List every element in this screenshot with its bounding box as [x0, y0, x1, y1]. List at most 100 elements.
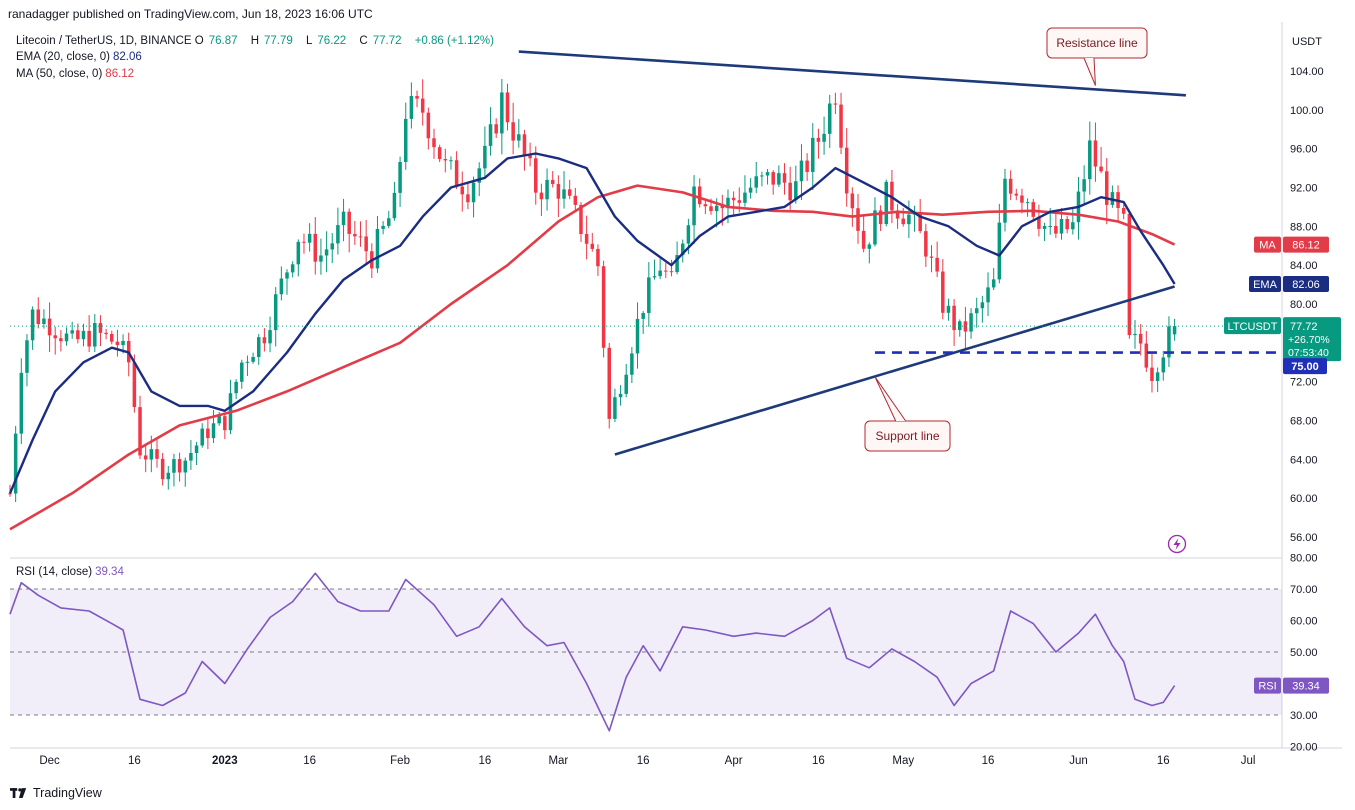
- candle-body: [42, 318, 46, 325]
- candle-body: [177, 459, 182, 473]
- candle-body: [483, 145, 487, 169]
- bar-countdown: 07:53:40: [1288, 347, 1329, 359]
- candle-body: [731, 197, 736, 201]
- rsi-line: [9, 572, 1176, 732]
- ma-badge-label: MA: [1259, 240, 1276, 252]
- candle-body: [160, 458, 165, 480]
- candle-body: [534, 158, 538, 193]
- level-badge-bg: [1283, 358, 1327, 375]
- symbol-badge-text: LTCUSDT: [1228, 321, 1278, 333]
- ma-axis-badge[interactable]: MA 86.12: [1254, 236, 1329, 253]
- candle-body: [81, 330, 86, 340]
- candle-body: [381, 225, 385, 229]
- rsi-badge-value: 39.34: [1292, 681, 1320, 693]
- candle-body: [613, 397, 617, 419]
- candle-body: [398, 161, 402, 193]
- candle-body: [155, 449, 159, 459]
- candle-body: [737, 200, 742, 203]
- candle-body: [714, 205, 719, 212]
- candle-body: [528, 155, 532, 159]
- support-annotation-pointer: [874, 376, 907, 422]
- candle-body: [680, 243, 685, 256]
- candle-body: [624, 374, 628, 394]
- candle-body: [64, 333, 69, 342]
- candle-body: [692, 186, 696, 226]
- candle-body: [217, 416, 221, 424]
- candle-body: [658, 270, 662, 277]
- candle-body: [822, 133, 826, 142]
- support-trendline[interactable]: [614, 285, 1175, 456]
- candle-body: [1172, 326, 1177, 335]
- resistance-annotation[interactable]: Resistance line: [1046, 27, 1148, 86]
- price-chart[interactable]: Resistance line Support line USDT 104.00 10…: [0, 0, 1355, 780]
- ema-legend-value: 82.06: [112, 51, 142, 63]
- symbol-badge-bg: [1224, 317, 1281, 335]
- level-badge[interactable]: 75.00: [1283, 358, 1327, 375]
- candle-body: [251, 357, 255, 362]
- candle-body: [805, 160, 809, 172]
- last-price-badge[interactable]: LTCUSDT 77.72+26.70%07:53:40: [1224, 317, 1341, 362]
- candle-body: [25, 340, 29, 373]
- candle-body: [839, 104, 843, 148]
- candle-body: [53, 335, 57, 339]
- candle-body: [669, 271, 674, 273]
- candle-body: [1099, 166, 1103, 172]
- support-annotation-text: Support line: [875, 429, 939, 443]
- candle-body: [635, 318, 640, 354]
- candle-body: [454, 160, 459, 187]
- candle-body: [8, 493, 12, 495]
- lightning-icon[interactable]: [1167, 534, 1187, 554]
- candle-body: [443, 159, 448, 161]
- ema-axis-badge[interactable]: EMA 82.06: [1249, 276, 1329, 293]
- price-tick-label: 96.00: [1290, 144, 1318, 156]
- last-price-bg: [1283, 317, 1341, 362]
- candle-body: [324, 249, 329, 256]
- candle-body: [816, 137, 821, 142]
- support-annotation[interactable]: Support line: [864, 376, 951, 452]
- rsi-tick-label: 80.00: [1290, 553, 1318, 565]
- price-tick-label: 100.00: [1290, 105, 1324, 117]
- candle-body: [1127, 213, 1132, 336]
- rsi-band: [10, 589, 1282, 715]
- candle-body: [850, 193, 855, 209]
- candle-body: [104, 332, 108, 335]
- candle-body: [720, 205, 725, 209]
- candle-body: [403, 118, 408, 162]
- candle-body: [211, 423, 216, 439]
- candle-body: [782, 173, 787, 183]
- tradingview-footer[interactable]: TradingView: [10, 786, 102, 800]
- candle-body: [884, 181, 889, 225]
- symbol-legend: Litecoin / TetherUS, 1D, BINANCE O 76.87 …: [16, 35, 499, 47]
- price-tick-label: 64.00: [1290, 454, 1318, 466]
- candle-body: [336, 225, 340, 244]
- ma-legend[interactable]: MA (50, close, 0) 86.12: [16, 68, 134, 80]
- last-price-value: 77.72: [1290, 321, 1318, 333]
- ema-legend[interactable]: EMA (20, close, 0) 82.06: [16, 51, 142, 63]
- candle-body: [901, 218, 905, 225]
- lightning-icon-bolt: [1173, 538, 1181, 550]
- candle-body: [415, 95, 419, 99]
- symbol-name[interactable]: Litecoin / TetherUS, 1D, BINANCE: [16, 35, 192, 47]
- candle-body: [1104, 171, 1109, 205]
- price-tick-label: 80.00: [1290, 299, 1318, 311]
- candle-body: [771, 172, 775, 185]
- rsi-legend[interactable]: RSI (14, close) 39.34: [16, 566, 124, 578]
- candle-body: [986, 287, 990, 303]
- candle-body: [652, 276, 657, 278]
- candle-body: [726, 197, 730, 209]
- candle-body: [958, 321, 962, 331]
- candle-body: [183, 460, 188, 473]
- candle-body: [234, 381, 238, 394]
- candle-body: [556, 184, 561, 199]
- candle-body: [30, 309, 35, 341]
- resistance-trendline[interactable]: [518, 50, 1186, 97]
- candle-body: [1031, 202, 1036, 217]
- ema-badge-value-bg: [1283, 276, 1329, 293]
- candle-body: [200, 428, 204, 446]
- candle-body: [420, 98, 425, 113]
- candle-body: [1025, 202, 1030, 204]
- rsi-axis-badge[interactable]: RSI 39.34: [1254, 677, 1329, 694]
- candle-body: [924, 231, 928, 257]
- resistance-annotation-pointer: [1083, 57, 1096, 86]
- candle-body: [754, 176, 758, 188]
